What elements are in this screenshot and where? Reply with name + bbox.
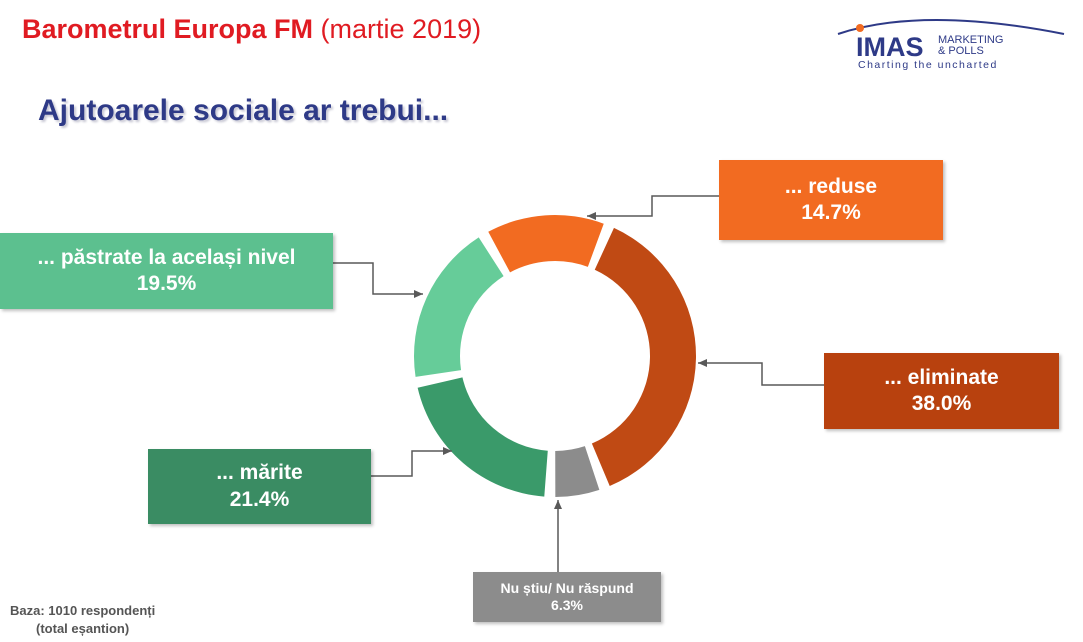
slice-eliminate: [591, 227, 696, 486]
report-title-main: Barometrul Europa FM: [22, 14, 314, 44]
chart-question: Ajutoarele sociale ar trebui...: [38, 94, 449, 127]
label-marite-category: ... mărite: [216, 461, 303, 485]
label-pastrate-value: 19.5%: [136, 272, 197, 295]
connector-marite: [371, 450, 452, 477]
slice-nu-stiu: [555, 446, 600, 497]
label-marite: ... mărite 21.4%: [148, 449, 371, 524]
label-eliminate-category: ... eliminate: [884, 365, 999, 389]
arrowhead-marite: [443, 447, 452, 455]
arrowhead-reduse: [587, 212, 596, 220]
arrowhead-eliminate: [698, 359, 707, 367]
logo-dot: [856, 24, 864, 32]
label-pastrate-category: ... păstrate la același nivel: [37, 245, 296, 269]
logo-line2: & POLLS: [938, 45, 984, 57]
label-eliminate: ... eliminate 38.0%: [824, 353, 1059, 429]
label-nu-stiu-category: Nu știu/ Nu răspund: [500, 579, 634, 596]
logo-line1: MARKETING: [938, 34, 1003, 46]
donut-slices: [414, 215, 696, 497]
label-pastrate: ... păstrate la același nivel 19.5%: [0, 233, 333, 309]
label-nu-stiu: Nu știu/ Nu răspund 6.3%: [473, 572, 661, 622]
label-reduse: ... reduse 14.7%: [719, 160, 943, 240]
sample-base-line2: (total eșantion): [36, 620, 130, 636]
logo-tagline: Charting the uncharted: [858, 59, 998, 71]
slice-reduse: [488, 215, 604, 273]
imas-logo: IMAS MARKETING & POLLS Charting the unch…: [837, 19, 1065, 71]
slice-marite: [417, 377, 548, 497]
label-reduse-category: ... reduse: [784, 174, 878, 198]
label-eliminate-value: 38.0%: [911, 392, 972, 415]
connector-eliminate: [698, 362, 824, 386]
label-reduse-value: 14.7%: [801, 201, 861, 224]
arrowhead-pastrate: [414, 290, 423, 298]
connector-reduse: [587, 195, 719, 217]
report-title: Barometrul Europa FM (martie 2019): [22, 14, 481, 45]
sample-base-note: Baza: 1010 respondenți (total eșantion): [10, 602, 155, 637]
connector-pastrate: [333, 262, 423, 295]
arrowhead-nu-stiu: [554, 500, 562, 509]
sample-base-line1: Baza: 1010 respondenți: [10, 603, 156, 618]
logo-brand: IMAS: [856, 32, 924, 62]
report-title-date: (martie 2019): [320, 14, 482, 44]
label-nu-stiu-value: 6.3%: [551, 597, 583, 613]
label-marite-value: 21.4%: [229, 487, 290, 511]
slice-pastrate: [414, 237, 504, 377]
label-connectors: [333, 195, 824, 572]
